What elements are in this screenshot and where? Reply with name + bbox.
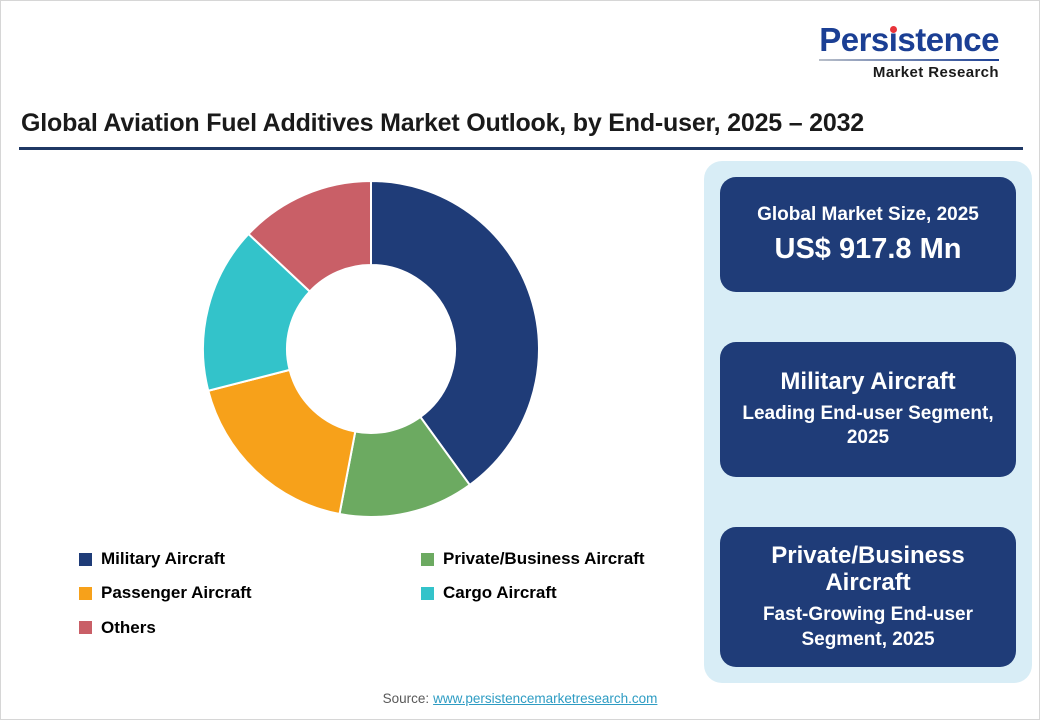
title-underline bbox=[19, 147, 1023, 150]
donut-segment-military-aircraft bbox=[370, 179, 540, 487]
donut-segment-passenger-aircraft bbox=[207, 368, 357, 516]
legend-swatch bbox=[421, 587, 434, 601]
info-card: Private/Business Aircraft Fast-Growing En… bbox=[720, 526, 1016, 667]
legend-label: Military Aircraft bbox=[101, 549, 226, 568]
brand-logo: Persistence Market Research bbox=[819, 23, 999, 81]
legend-swatch bbox=[79, 587, 92, 601]
info-card: Military Aircraft Leading End-user Segmen… bbox=[720, 342, 1016, 477]
brand-logo-title-wrap: Persistence bbox=[819, 23, 999, 56]
card-line2: US$ 917.8 Mn bbox=[774, 233, 962, 266]
legend-label: Passenger Aircraft bbox=[101, 583, 252, 603]
legend: Military Aircraft Private/Business Aircra… bbox=[79, 549, 645, 638]
card-line2: Fast-Growing End-user Segment, 2025 bbox=[762, 603, 974, 650]
legend-swatch bbox=[79, 552, 92, 566]
legend-item: Cargo Aircraft bbox=[421, 583, 645, 603]
legend-item: Private/Business Aircraft bbox=[421, 549, 645, 569]
card-line1: Global Market Size, 2025 bbox=[757, 203, 979, 225]
side-panel: Global Market Size, 2025 US$ 917.8 Mn Mili… bbox=[704, 161, 1032, 683]
donut-segment-others bbox=[247, 179, 372, 293]
brand-underline bbox=[819, 59, 999, 61]
source-prefix: Source: bbox=[382, 691, 430, 706]
brand-dot-icon bbox=[890, 26, 898, 33]
brand-name: Persistence bbox=[819, 21, 999, 58]
legend-swatch bbox=[79, 621, 92, 635]
card-line2: Leading End-user Segment, 2025 bbox=[742, 402, 994, 449]
card-line1: Private/Business Aircraft bbox=[771, 541, 965, 597]
brand-tagline: Market Research bbox=[872, 64, 999, 81]
card-line1: Military Aircraft bbox=[780, 368, 956, 396]
legend-label: Others bbox=[101, 617, 156, 637]
source-link[interactable]: www.persistencemarketresearch.com bbox=[433, 691, 658, 706]
source-line: Source: www.persistencemarketresearch.com bbox=[1, 691, 1039, 706]
legend-swatch bbox=[421, 552, 434, 566]
legend-label: Private/Business Aircraft bbox=[443, 549, 645, 568]
legend-item: Others bbox=[79, 618, 421, 638]
legend-label: Cargo Aircraft bbox=[443, 583, 557, 603]
donut-chart bbox=[202, 179, 540, 518]
legend-item: Passenger Aircraft bbox=[79, 583, 421, 603]
legend-item: Military Aircraft bbox=[79, 549, 421, 569]
page-title: Global Aviation Fuel Additives Market Ou… bbox=[21, 109, 864, 137]
info-card: Global Market Size, 2025 US$ 917.8 Mn bbox=[720, 177, 1016, 293]
